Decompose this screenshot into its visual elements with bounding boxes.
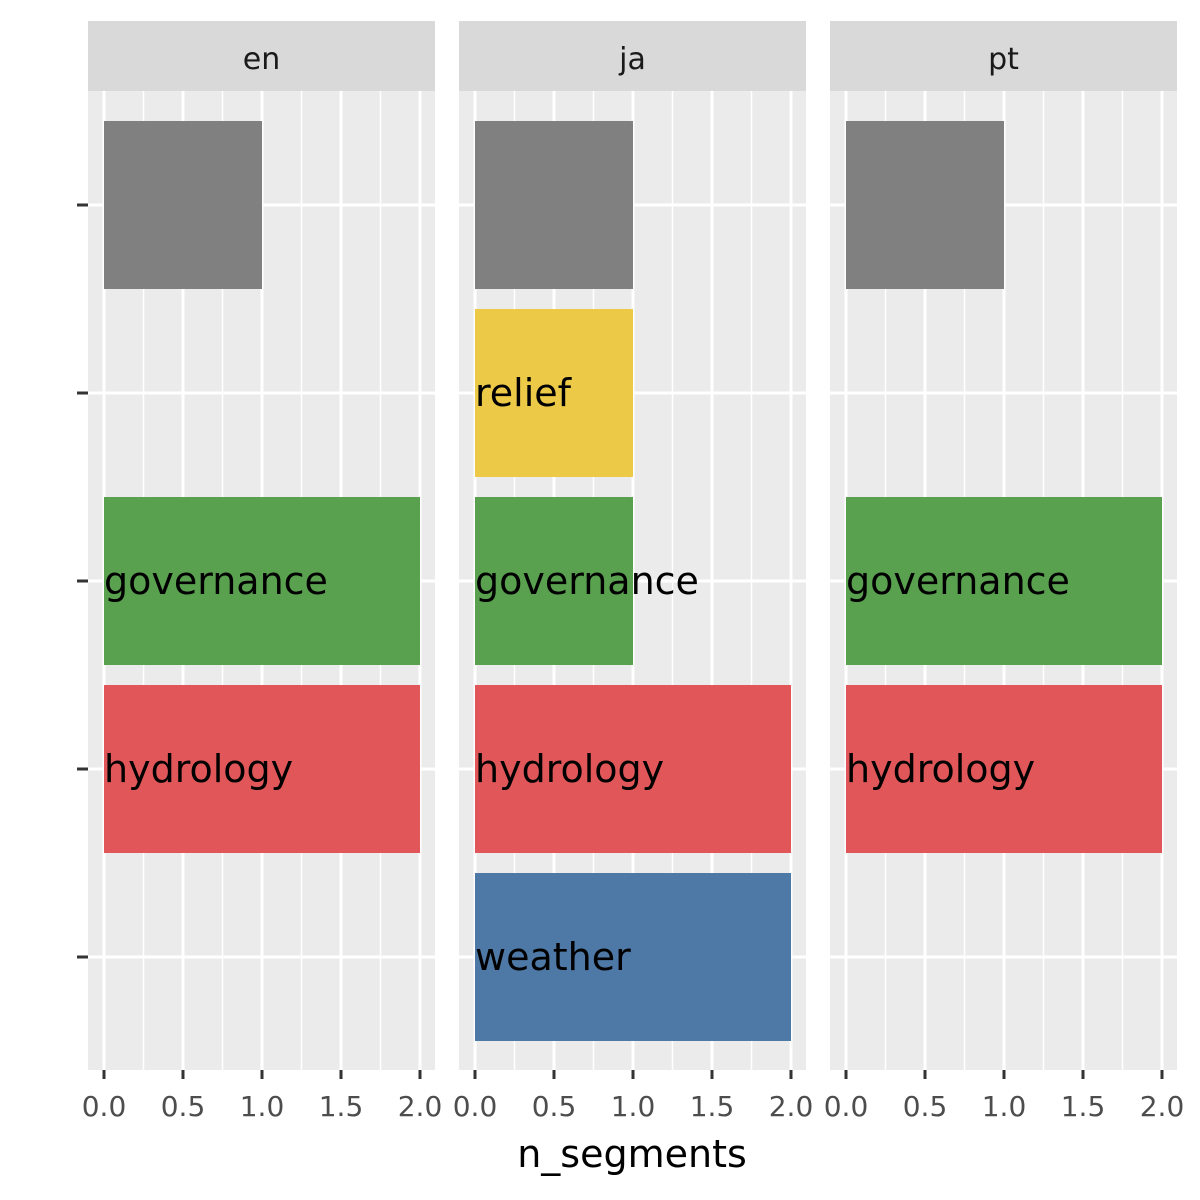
facet-ja: relief governance hydrology weather ja 0.0 0.5… [453, 21, 814, 1123]
facet-strip [459, 21, 806, 91]
bar-ja-blank [475, 121, 633, 289]
x-tick-label: 0.5 [903, 1090, 948, 1123]
bar-ja-relief [475, 309, 633, 477]
x-tick-label: 2.0 [398, 1090, 443, 1123]
x-tick-label: 0.0 [824, 1090, 869, 1123]
facet-strip [830, 21, 1177, 91]
bar-en-governance [104, 497, 420, 665]
x-tick-label: 1.0 [982, 1090, 1027, 1123]
facet-en: governance hydrology en 0.0 0.5 1.0 1.5 2.0 [82, 21, 443, 1123]
bar-ja-hydrology [475, 685, 791, 853]
x-tick-label: 0.0 [453, 1090, 498, 1123]
bar-pt-governance [846, 497, 1162, 665]
x-tick-label: 1.0 [240, 1090, 285, 1123]
bar-label-en-governance: governance [104, 559, 328, 603]
y-axis-ticks [77, 203, 88, 959]
x-axis-title: n_segments [517, 1132, 747, 1176]
bar-label-ja-relief: relief [475, 371, 573, 415]
facet-strip-label: pt [988, 42, 1019, 77]
facet-pt: governance hydrology pt 0.0 0.5 1.0 1.5 2.0 [824, 21, 1185, 1123]
x-tick-label: 0.0 [82, 1090, 127, 1123]
x-tick-label: 1.5 [319, 1090, 364, 1123]
bar-label-ja-weather: weather [475, 935, 631, 979]
bar-ja-governance [475, 497, 633, 665]
bar-label-pt-governance: governance [846, 559, 1070, 603]
bar-pt-blank [846, 121, 1004, 289]
x-tick-label: 1.0 [611, 1090, 656, 1123]
bar-en-hydrology [104, 685, 420, 853]
facet-strip-label: en [243, 42, 280, 77]
x-tick-label: 2.0 [1140, 1090, 1185, 1123]
x-tick-label: 1.5 [1061, 1090, 1106, 1123]
bar-pt-hydrology [846, 685, 1162, 853]
x-tick-label: 1.5 [690, 1090, 735, 1123]
facet-strip-label: ja [618, 42, 646, 77]
bar-en-blank [104, 121, 262, 289]
bar-ja-weather [475, 873, 791, 1041]
bar-label-ja-governance: governance [475, 559, 699, 603]
x-tick-label: 0.5 [161, 1090, 206, 1123]
bar-label-pt-hydrology: hydrology [846, 747, 1035, 791]
bar-label-ja-hydrology: hydrology [475, 747, 664, 791]
facet-strip [88, 21, 435, 91]
x-tick-label: 0.5 [532, 1090, 577, 1123]
x-tick-label: 2.0 [769, 1090, 814, 1123]
bar-label-en-hydrology: hydrology [104, 747, 293, 791]
